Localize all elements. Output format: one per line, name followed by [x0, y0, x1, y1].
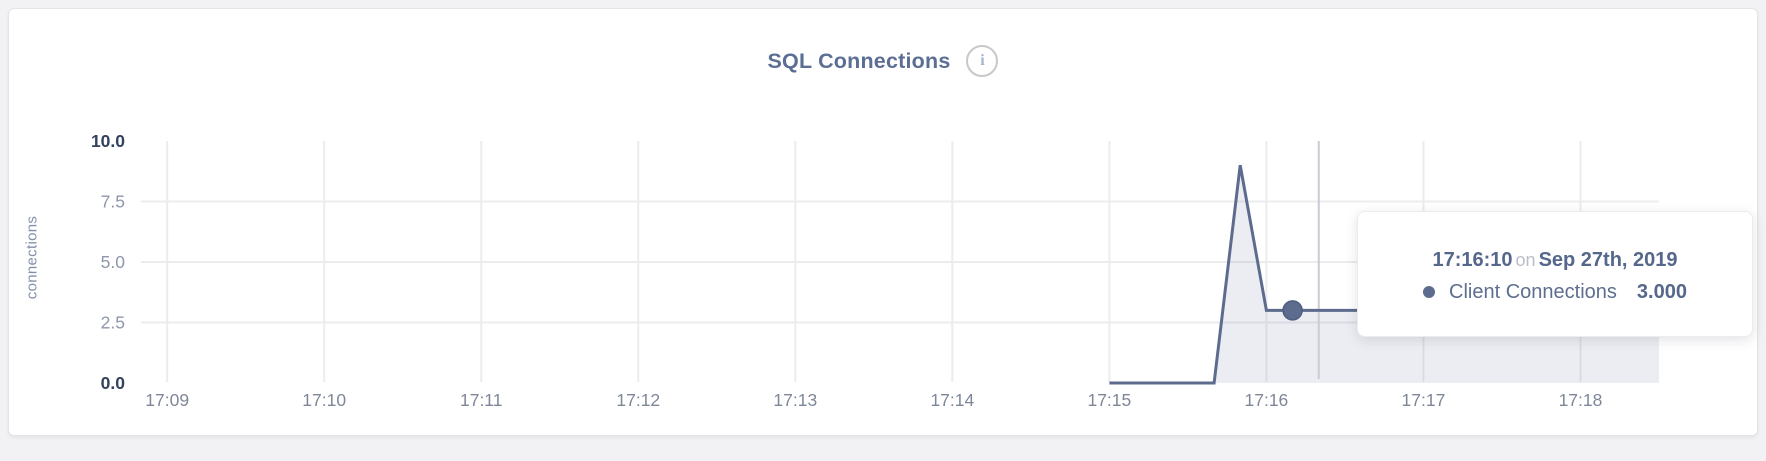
series-bullet-icon: [1423, 286, 1436, 298]
x-tick-label: 17:18: [1559, 390, 1603, 410]
y-tick-label: 7.5: [101, 192, 125, 212]
tooltip-time: 17:16:10: [1432, 248, 1513, 271]
x-tick-label: 17:13: [773, 390, 817, 410]
hover-point[interactable]: [1282, 300, 1303, 321]
chart-title: SQL Connections: [767, 48, 951, 73]
x-tick-label: 17:11: [460, 390, 503, 410]
info-icon[interactable]: i: [966, 45, 999, 77]
tooltip-series-row: Client Connections 3.000: [1423, 281, 1687, 304]
x-tick-label: 17:17: [1402, 390, 1446, 410]
x-tick-label: 17:16: [1245, 390, 1289, 410]
card-header: SQL Connections i: [9, 45, 1757, 77]
tooltip-header: 17:16:10 on Sep 27th, 2019: [1432, 249, 1677, 272]
chart-tooltip: 17:16:10 on Sep 27th, 2019 Client Connecti…: [1357, 211, 1753, 337]
tooltip-series-name: Client Connections: [1449, 280, 1617, 303]
y-tick-label: 5.0: [101, 252, 126, 272]
tooltip-series-value: 3.000: [1636, 280, 1687, 303]
y-tick-label: 2.5: [101, 313, 125, 333]
x-tick-label: 17:10: [302, 390, 346, 410]
x-tick-label: 17:09: [145, 390, 189, 410]
sql-connections-card: SQL Connections i connections 10.0 7.5 5.0…: [8, 8, 1758, 436]
x-tick-label: 17:14: [930, 390, 974, 410]
tooltip-date: Sep 27th, 2019: [1538, 248, 1678, 271]
tooltip-on-word: on: [1515, 249, 1536, 270]
x-tick-label: 17:12: [616, 390, 660, 410]
y-tick-label: 0.0: [101, 373, 126, 393]
x-tick-label: 17:15: [1087, 390, 1131, 410]
y-tick-label: 10.0: [91, 131, 125, 151]
